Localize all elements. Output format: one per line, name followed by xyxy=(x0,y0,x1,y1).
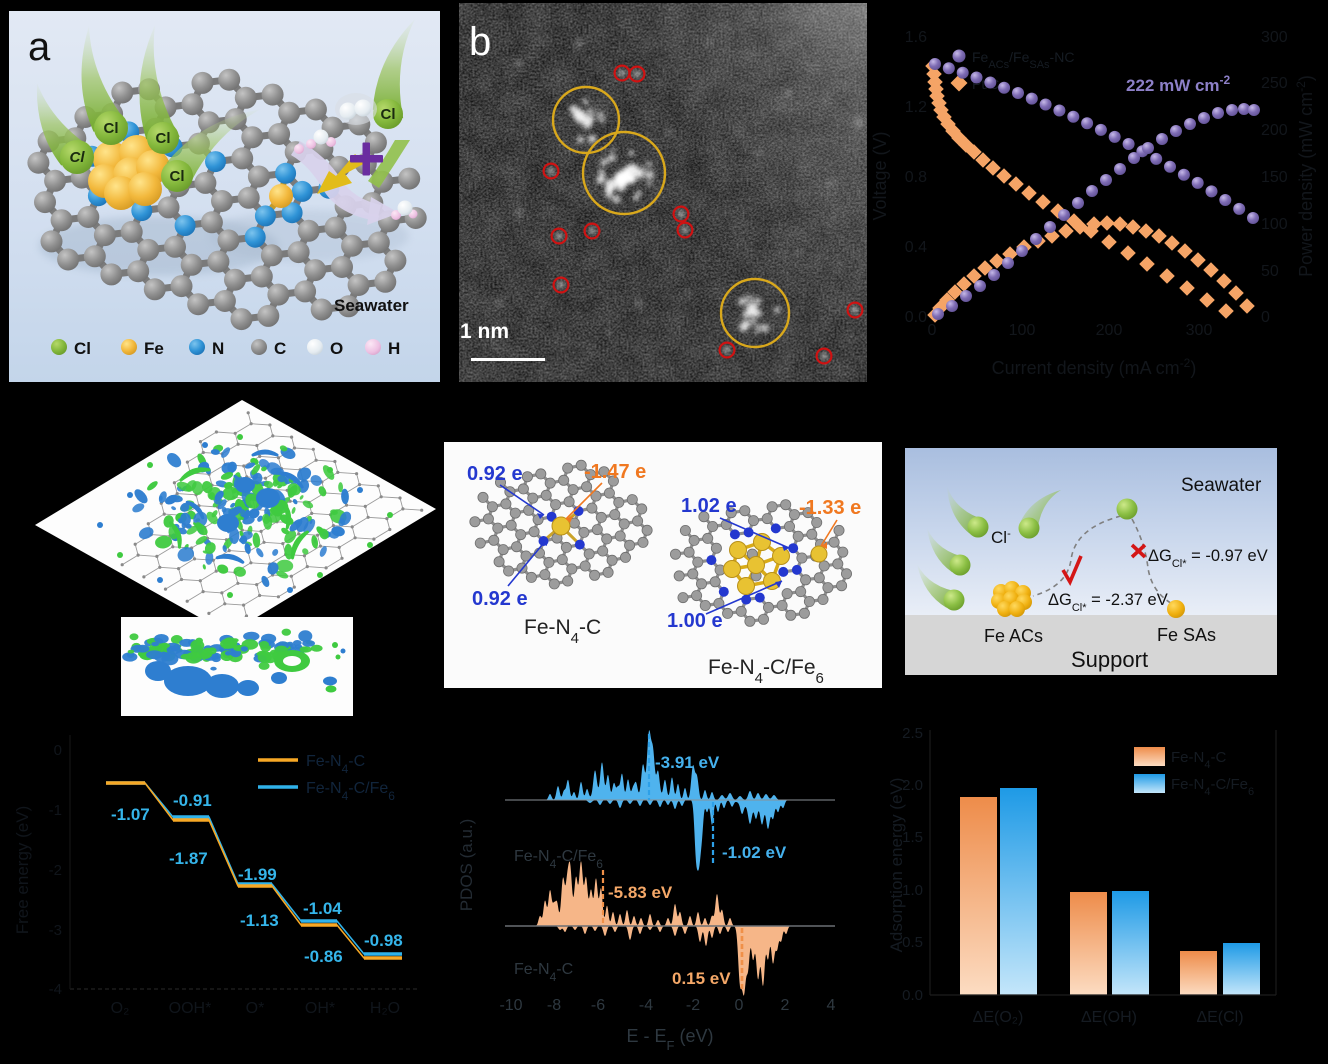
svg-text:-1.33 e: -1.33 e xyxy=(799,497,861,519)
svg-text:-6: -6 xyxy=(591,997,605,1014)
svg-text:-1.07: -1.07 xyxy=(111,805,150,824)
svg-text:222 mW cm-2: 222 mW cm-2 xyxy=(1126,73,1231,95)
svg-text:200: 200 xyxy=(1096,322,1123,339)
svg-text:50: 50 xyxy=(1261,263,1279,280)
svg-text:2.5: 2.5 xyxy=(902,725,923,742)
svg-text:150: 150 xyxy=(1261,169,1288,186)
svg-text:0.92 e: 0.92 e xyxy=(472,588,528,610)
svg-text:Cl: Cl xyxy=(156,130,171,147)
svg-text:300: 300 xyxy=(1261,29,1288,46)
svg-text:0.15 eV: 0.15 eV xyxy=(672,969,731,988)
svg-text:200: 200 xyxy=(1261,122,1288,139)
svg-text:-1.04: -1.04 xyxy=(303,899,342,918)
svg-text:b: b xyxy=(469,20,491,64)
svg-text:0.0: 0.0 xyxy=(905,309,927,326)
svg-text:Fe SAs: Fe SAs xyxy=(1157,625,1216,645)
svg-text:0: 0 xyxy=(928,322,937,339)
svg-text:Support: Support xyxy=(1071,647,1148,672)
svg-text:E - EF (eV): E - EF (eV) xyxy=(627,1026,714,1053)
svg-text:2: 2 xyxy=(781,997,790,1014)
svg-text:-3: -3 xyxy=(49,922,62,939)
svg-text:H: H xyxy=(388,339,400,358)
svg-text:1.2: 1.2 xyxy=(905,99,927,116)
svg-text:ΔE(O₂): ΔE(O₂) xyxy=(973,1009,1024,1026)
svg-text:Cl: Cl xyxy=(104,120,119,137)
svg-text:1.0: 1.0 xyxy=(902,882,923,899)
svg-text:-3.91 eV: -3.91 eV xyxy=(655,753,720,772)
svg-text:Fe-N4-C: Fe-N4-C xyxy=(514,961,573,984)
svg-text:1.02 e: 1.02 e xyxy=(681,495,737,517)
svg-text:-10: -10 xyxy=(499,997,522,1014)
svg-text:0: 0 xyxy=(735,997,744,1014)
svg-text:-4: -4 xyxy=(639,997,653,1014)
svg-text:100: 100 xyxy=(1261,216,1288,233)
svg-text:O: O xyxy=(330,339,343,358)
svg-text:-2: -2 xyxy=(686,997,700,1014)
svg-text:H₂O: H₂O xyxy=(370,1000,400,1017)
svg-text:0.8: 0.8 xyxy=(905,169,927,186)
svg-text:ΔE(OH): ΔE(OH) xyxy=(1081,1009,1137,1026)
svg-text:250: 250 xyxy=(1261,75,1288,92)
svg-text:OOH*: OOH* xyxy=(169,1000,212,1017)
svg-text:C: C xyxy=(274,339,286,358)
svg-text:-1.87: -1.87 xyxy=(169,849,208,868)
svg-text:1.5: 1.5 xyxy=(902,829,923,846)
svg-text:OH*: OH* xyxy=(305,1000,335,1017)
svg-text:Cl: Cl xyxy=(74,339,91,358)
svg-text:2.0: 2.0 xyxy=(902,777,923,794)
svg-text:Free energy (eV): Free energy (eV) xyxy=(13,806,32,935)
svg-text:-5.83 eV: -5.83 eV xyxy=(608,883,673,902)
svg-text:Current density (mA cm-2): Current density (mA cm-2) xyxy=(992,356,1197,378)
svg-text:0.4: 0.4 xyxy=(905,239,927,256)
svg-text:0.92 e: 0.92 e xyxy=(467,463,523,485)
svg-text:0.5: 0.5 xyxy=(902,934,923,951)
svg-text:N: N xyxy=(212,339,224,358)
svg-text:300: 300 xyxy=(1186,322,1213,339)
svg-text:Cl-: Cl- xyxy=(991,528,1011,547)
svg-text:-0.98: -0.98 xyxy=(364,931,403,950)
svg-text:-0.86: -0.86 xyxy=(304,947,343,966)
svg-text:0.0: 0.0 xyxy=(902,987,923,1004)
svg-text:O*: O* xyxy=(246,1000,265,1017)
svg-text:Voltage (V): Voltage (V) xyxy=(870,131,890,220)
svg-text:Fe: Fe xyxy=(144,339,164,358)
svg-text:O₂: O₂ xyxy=(111,1000,130,1017)
svg-text:1.6: 1.6 xyxy=(905,29,927,46)
svg-text:Adsorption energy (eV): Adsorption energy (eV) xyxy=(890,778,906,953)
svg-text:-1: -1 xyxy=(49,802,62,819)
svg-text:-1.47 e: -1.47 e xyxy=(584,461,646,483)
svg-text:1.00 e: 1.00 e xyxy=(667,610,723,632)
svg-text:1 nm: 1 nm xyxy=(460,320,509,343)
svg-text:-8: -8 xyxy=(547,997,561,1014)
svg-text:Seawater: Seawater xyxy=(1181,475,1262,496)
svg-text:4: 4 xyxy=(827,997,836,1014)
svg-text:-0.91: -0.91 xyxy=(173,791,212,810)
svg-text:Fe-N4-C/Fe6: Fe-N4-C/Fe6 xyxy=(306,780,395,803)
svg-text:Fe-N4-C/Fe6: Fe-N4-C/Fe6 xyxy=(514,848,603,871)
svg-text:Seawater: Seawater xyxy=(334,296,409,315)
svg-text:a: a xyxy=(28,25,51,69)
svg-text:Cl: Cl xyxy=(381,106,396,123)
svg-text:0: 0 xyxy=(54,742,62,759)
svg-text:Fe-N4-C: Fe-N4-C xyxy=(1171,749,1226,771)
svg-text:Power density (mW cm-2): Power density (mW cm-2) xyxy=(1294,75,1316,277)
svg-text:-1.02 eV: -1.02 eV xyxy=(722,843,787,862)
svg-text:FeACs/FeSAs-NC: FeACs/FeSAs-NC xyxy=(972,49,1074,71)
svg-text:Fe-N4-C/Fe6: Fe-N4-C/Fe6 xyxy=(1171,776,1254,798)
svg-text:PDOS (a.u.): PDOS (a.u.) xyxy=(457,819,476,912)
svg-text:Cl: Cl xyxy=(70,149,86,166)
svg-text:Fe ACs: Fe ACs xyxy=(984,626,1043,646)
svg-text:-1.13: -1.13 xyxy=(240,911,279,930)
svg-text:Fe-N4-C: Fe-N4-C xyxy=(306,753,365,776)
svg-text:0: 0 xyxy=(1261,309,1270,326)
svg-text:Cl: Cl xyxy=(170,168,185,185)
svg-text:ΔE(Cl): ΔE(Cl) xyxy=(1196,1009,1243,1026)
svg-text:100: 100 xyxy=(1009,322,1036,339)
svg-text:-1.99: -1.99 xyxy=(238,865,277,884)
svg-text:-4: -4 xyxy=(49,981,62,998)
svg-text:-2: -2 xyxy=(49,862,62,879)
